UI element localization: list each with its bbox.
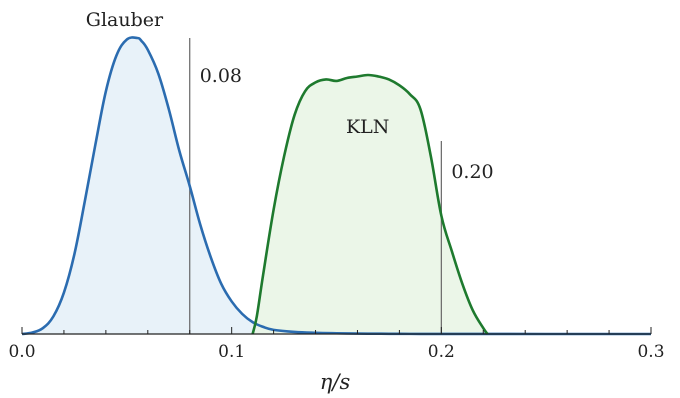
x-ticks: 0.0 0.1 0.2 0.3 [8, 327, 665, 362]
vline-label: 0.08 [200, 65, 242, 87]
series-fill-glauber [22, 37, 651, 335]
series-line-kln [251, 73, 489, 335]
series-fills [22, 37, 651, 335]
x-tick-label: 0.3 [637, 342, 664, 362]
series-fill-kln [252, 75, 488, 334]
annotations: 0.08 0.20 Glauber KLN [86, 9, 494, 183]
x-tick-label: 0.1 [218, 342, 245, 362]
x-tick-label: 0.0 [8, 342, 35, 362]
series-annotation: KLN [346, 116, 389, 138]
vline-label: 0.20 [451, 161, 493, 183]
x-tick-label: 0.2 [428, 342, 455, 362]
x-axis-label: η/s [320, 370, 351, 394]
series-annotation: Glauber [86, 9, 164, 31]
